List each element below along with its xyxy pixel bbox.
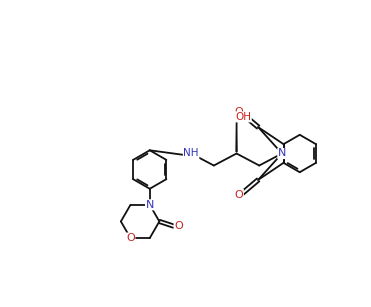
Text: OH: OH [235, 112, 251, 122]
Text: O: O [126, 233, 135, 243]
Text: O: O [234, 190, 243, 200]
Text: N: N [278, 149, 286, 158]
Text: O: O [174, 221, 183, 231]
Text: O: O [234, 107, 243, 117]
Text: N: N [145, 200, 154, 210]
Text: NH: NH [183, 149, 199, 158]
Polygon shape [236, 114, 237, 152]
